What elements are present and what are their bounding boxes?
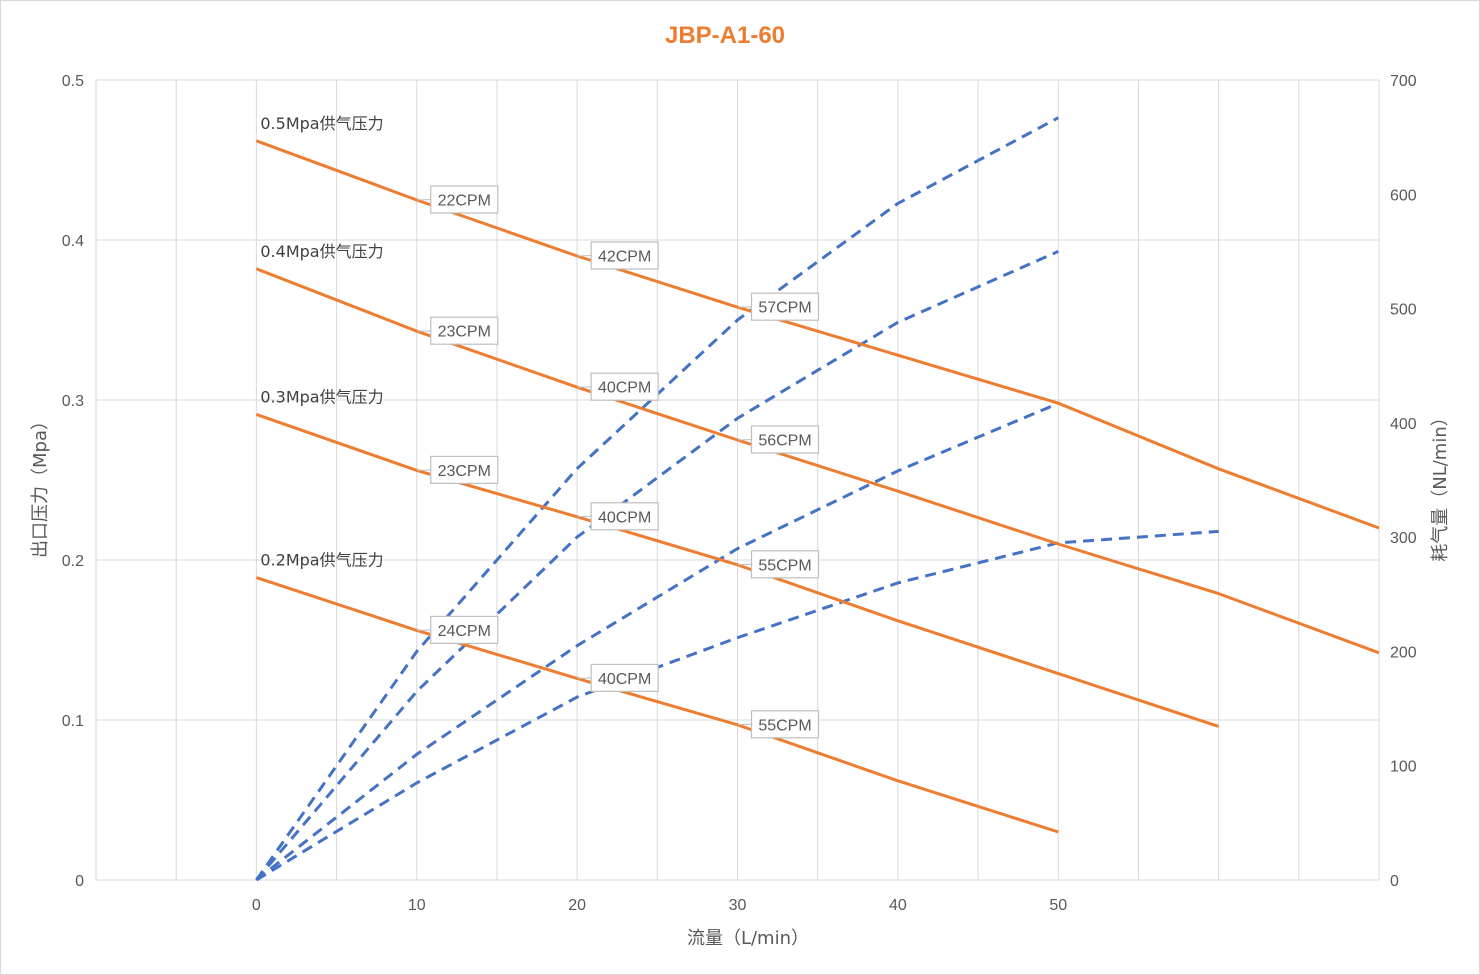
cpm-callout: 40CPM (577, 663, 659, 693)
y-tick-label: 0.1 (62, 713, 84, 730)
callout-box (430, 455, 499, 484)
air-consumption-line-2 (255, 250, 1059, 881)
curve-label: 0.4Mpa供气压力 (260, 242, 383, 261)
callout-box (750, 425, 820, 454)
y2-tick-label: 300 (1390, 530, 1417, 547)
x-tick-label: 10 (408, 897, 426, 914)
cpm-label: 22CPM (438, 193, 491, 210)
pressure-line-4 (255, 576, 1059, 834)
y2-tick-label: 0 (1390, 873, 1399, 890)
callout-leader (416, 199, 433, 201)
y2-axis-title: 耗气量（NL/min） (1430, 408, 1451, 562)
y-tick-label: 0.2 (62, 553, 84, 570)
cpm-label: 55CPM (758, 557, 811, 574)
callout-leader (577, 515, 594, 518)
cpm-label: 55CPM (758, 717, 811, 734)
callout-box (590, 502, 659, 531)
cpm-label: 42CPM (598, 249, 651, 266)
x-tick-label: 0 (252, 897, 261, 914)
cpm-callout: 56CPM (737, 425, 820, 454)
cpm-label: 40CPM (598, 380, 651, 397)
air-consumption-line-3 (255, 402, 1059, 882)
y-tick-label: 0.5 (62, 73, 84, 90)
cpm-callout: 23CPM (416, 455, 499, 484)
axis-layer: 0 0.1 0.2 0.3 0.4 0.5 0 100 200 300 400 500 600 700 0 1… (62, 73, 1417, 914)
callout-box (590, 663, 659, 693)
callout-box (750, 292, 820, 321)
x-axis-title: 流量（L/min） (687, 928, 809, 949)
callout-box (430, 615, 499, 645)
callout-leader (737, 306, 754, 308)
grid-layer (95, 79, 1380, 881)
y2-tick-label: 500 (1390, 302, 1417, 319)
cpm-label: 56CPM (758, 433, 811, 450)
callout-leader (737, 723, 754, 726)
callout-box (590, 241, 659, 270)
air-consumption-line-4 (255, 529, 1219, 882)
cpm-callouts: 22CPM 42CPM 57CPM 23CPM 40CPM 56CPM 23CPM 40CPM… (416, 185, 820, 739)
callout-box (750, 550, 820, 579)
callout-leader (416, 330, 433, 332)
y2-tick-label: 400 (1390, 416, 1417, 433)
cpm-label: 23CPM (438, 463, 491, 480)
callout-box (430, 316, 499, 345)
cpm-callout: 42CPM (577, 241, 659, 270)
callout-leader (416, 629, 433, 631)
y-tick-label: 0.4 (62, 233, 84, 250)
y2-tick-label: 200 (1390, 644, 1417, 661)
cpm-label: 40CPM (598, 671, 651, 688)
cpm-label: 40CPM (598, 509, 651, 526)
cpm-callout: 24CPM (416, 615, 499, 645)
callout-leader (737, 439, 754, 441)
cpm-callout: 55CPM (737, 710, 820, 739)
callout-leader (416, 469, 433, 471)
curve-labels: 0.5Mpa供气压力 0.4Mpa供气压力 0.3Mpa供气压力 0.2Mpa供气压力 (260, 114, 383, 570)
cpm-label: 57CPM (758, 300, 811, 317)
cpm-callout: 40CPM (577, 372, 659, 401)
x-tick-label: 20 (568, 897, 586, 914)
cpm-label: 24CPM (438, 623, 491, 640)
y2-tick-label: 700 (1390, 73, 1417, 90)
curve-label: 0.3Mpa供气压力 (260, 387, 383, 406)
cpm-callout: 55CPM (737, 550, 820, 579)
y2-tick-label: 600 (1390, 187, 1417, 204)
cpm-callout: 57CPM (737, 292, 820, 321)
curve-label: 0.5Mpa供气压力 (260, 114, 383, 133)
y-tick-label: 0 (75, 873, 84, 890)
cpm-label: 23CPM (438, 324, 491, 341)
y-axis-title: 出口压力（Mpa） (30, 412, 51, 558)
callout-leader (737, 563, 754, 566)
callout-leader (577, 255, 594, 257)
callout-box (750, 710, 820, 739)
cpm-callout: 22CPM (416, 185, 499, 214)
y2-tick-label: 100 (1390, 759, 1417, 776)
chart-title: JBP-A1-60 (665, 22, 785, 49)
cpm-callout: 40CPM (577, 502, 659, 531)
x-tick-label: 30 (729, 897, 747, 914)
x-tick-label: 40 (889, 897, 907, 914)
curve-label: 0.2Mpa供气压力 (260, 551, 383, 570)
callout-leader (577, 677, 594, 679)
callout-box (590, 372, 659, 401)
x-tick-label: 50 (1049, 897, 1067, 914)
callout-leader (577, 386, 594, 388)
cpm-callout: 23CPM (416, 316, 499, 345)
callout-box (430, 185, 499, 214)
y-tick-label: 0.3 (62, 393, 84, 410)
